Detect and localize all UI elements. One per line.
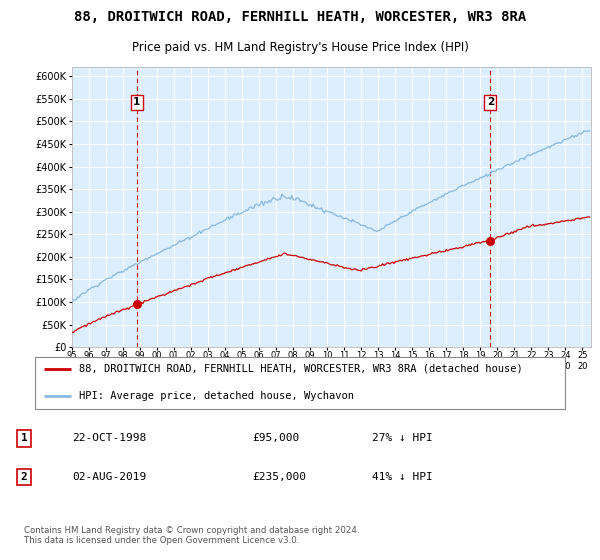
Text: 1: 1: [20, 433, 28, 444]
Text: 22-OCT-1998: 22-OCT-1998: [72, 433, 146, 444]
Text: 2: 2: [20, 472, 28, 482]
Text: Price paid vs. HM Land Registry's House Price Index (HPI): Price paid vs. HM Land Registry's House …: [131, 41, 469, 54]
FancyBboxPatch shape: [35, 357, 565, 409]
Text: HPI: Average price, detached house, Wychavon: HPI: Average price, detached house, Wych…: [79, 391, 353, 401]
Text: £95,000: £95,000: [252, 433, 299, 444]
Text: 1: 1: [133, 97, 140, 107]
Text: 88, DROITWICH ROAD, FERNHILL HEATH, WORCESTER, WR3 8RA (detached house): 88, DROITWICH ROAD, FERNHILL HEATH, WORC…: [79, 363, 523, 374]
Text: £235,000: £235,000: [252, 472, 306, 482]
Text: 02-AUG-2019: 02-AUG-2019: [72, 472, 146, 482]
Text: Contains HM Land Registry data © Crown copyright and database right 2024.
This d: Contains HM Land Registry data © Crown c…: [24, 526, 359, 545]
Text: 27% ↓ HPI: 27% ↓ HPI: [372, 433, 433, 444]
Text: 41% ↓ HPI: 41% ↓ HPI: [372, 472, 433, 482]
Text: 88, DROITWICH ROAD, FERNHILL HEATH, WORCESTER, WR3 8RA: 88, DROITWICH ROAD, FERNHILL HEATH, WORC…: [74, 10, 526, 24]
Text: 2: 2: [487, 97, 494, 107]
